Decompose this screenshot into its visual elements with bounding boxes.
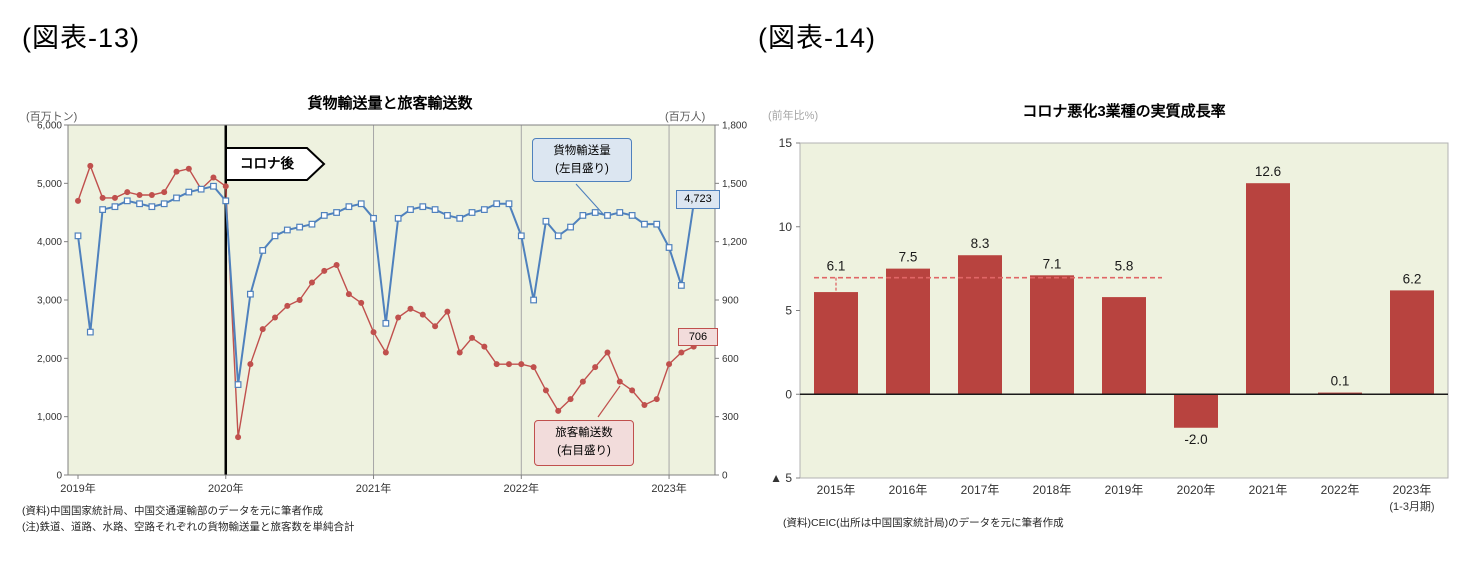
passenger-end-value-tag: 706 [678, 328, 718, 346]
figure13-left-axis-unit: (百万トン) [26, 111, 78, 123]
svg-text:7.5: 7.5 [899, 250, 918, 265]
corona-event-label: コロナ後 [240, 156, 294, 171]
freight-series-callout-line1: 貨物輸送量 [553, 145, 611, 157]
figure13-tag: (図表-13) [22, 23, 141, 53]
svg-text:2018年: 2018年 [1033, 483, 1072, 497]
svg-text:15: 15 [779, 136, 793, 150]
svg-text:6.1: 6.1 [827, 259, 846, 274]
svg-text:▲ 5: ▲ 5 [770, 471, 792, 485]
svg-text:2019年: 2019年 [60, 481, 95, 495]
svg-text:1,500: 1,500 [722, 179, 747, 190]
svg-text:1,800: 1,800 [722, 121, 747, 132]
passenger-series-callout-line1: 旅客輸送数 [555, 427, 613, 439]
figure14-y-axis-unit: (前年比%) [768, 110, 819, 122]
svg-text:5.8: 5.8 [1115, 259, 1134, 274]
svg-text:0: 0 [785, 387, 792, 401]
svg-text:2020年: 2020年 [1177, 483, 1216, 497]
svg-text:3,000: 3,000 [37, 296, 62, 307]
svg-text:900: 900 [722, 296, 739, 307]
figure13-source-note: (資料)中国国家統計局、中国交通運輸部のデータを元に筆者作成 [22, 505, 323, 517]
figure13-title: 貨物輸送量と旅客輸送数 [307, 95, 473, 112]
figure13-method-note: (注)鉄道、道路、水路、空路それぞれの貨物輸送量と旅客数を単純合計 [22, 521, 355, 533]
svg-text:2021年: 2021年 [356, 481, 391, 495]
svg-text:2023年: 2023年 [651, 481, 686, 495]
svg-text:2,000: 2,000 [37, 354, 62, 365]
svg-text:300: 300 [722, 412, 739, 423]
figure13: (図表-13) 貨物輸送量と旅客輸送数 (百万トン) (百万人) 0 1,000 2… [20, 0, 755, 579]
passenger-series-callout-line2: (右目盛り) [557, 444, 611, 457]
svg-text:5: 5 [785, 304, 792, 318]
svg-text:2023年: 2023年 [1393, 483, 1432, 497]
svg-text:0.1: 0.1 [1331, 374, 1350, 389]
svg-text:2021年: 2021年 [1249, 483, 1288, 497]
freight-series-callout-line2: (左目盛り) [555, 162, 609, 175]
svg-text:(1-3月期): (1-3月期) [1389, 500, 1434, 513]
svg-text:2022年: 2022年 [1321, 483, 1360, 497]
figure14-tag: (図表-14) [758, 23, 877, 53]
svg-text:6.2: 6.2 [1403, 271, 1422, 286]
figure14: (図表-14) コロナ悪化3業種の実質成長率 (前年比%) 15 10 5 0 ▲ 5 6… [755, 0, 1474, 579]
svg-text:2020年: 2020年 [208, 481, 243, 495]
svg-text:8.3: 8.3 [971, 236, 990, 251]
svg-text:7.1: 7.1 [1043, 256, 1062, 271]
svg-text:2022年: 2022年 [504, 481, 539, 495]
svg-text:2017年: 2017年 [961, 483, 1000, 497]
svg-text:6,000: 6,000 [37, 121, 62, 132]
passenger-series-callout: 旅客輸送数 (右目盛り) [534, 420, 634, 466]
svg-text:2016年: 2016年 [889, 483, 928, 497]
svg-text:4,000: 4,000 [37, 237, 62, 248]
svg-text:2015年: 2015年 [817, 483, 856, 497]
svg-text:1,000: 1,000 [37, 412, 62, 423]
figure14-bar-chart: 15 10 5 0 ▲ 5 6.1 7.5 8.3 7.1 5.8 -2.0 12.6 0.1 6.2 20… [770, 136, 1449, 513]
svg-text:0: 0 [722, 471, 728, 482]
figure13-line-chart: 0 1,000 2,000 3,000 4,000 5,000 6,000 0 300 600 90… [37, 121, 747, 496]
freight-series-callout: 貨物輸送量 (左目盛り) [532, 138, 632, 182]
svg-text:600: 600 [722, 354, 739, 365]
svg-text:2019年: 2019年 [1105, 483, 1144, 497]
svg-text:10: 10 [779, 220, 793, 234]
svg-text:-2.0: -2.0 [1184, 432, 1207, 447]
svg-text:5,000: 5,000 [37, 179, 62, 190]
figure13-right-axis-unit: (百万人) [665, 111, 706, 123]
svg-text:0: 0 [56, 471, 62, 482]
figure14-title: コロナ悪化3業種の実質成長率 [1022, 103, 1226, 120]
figure14-source-note: (資料)CEIC(出所は中国国家統計局)のデータを元に筆者作成 [783, 517, 1064, 529]
svg-text:1,200: 1,200 [722, 237, 747, 248]
freight-end-value-tag: 4,723 [676, 190, 720, 209]
svg-text:12.6: 12.6 [1255, 164, 1281, 179]
